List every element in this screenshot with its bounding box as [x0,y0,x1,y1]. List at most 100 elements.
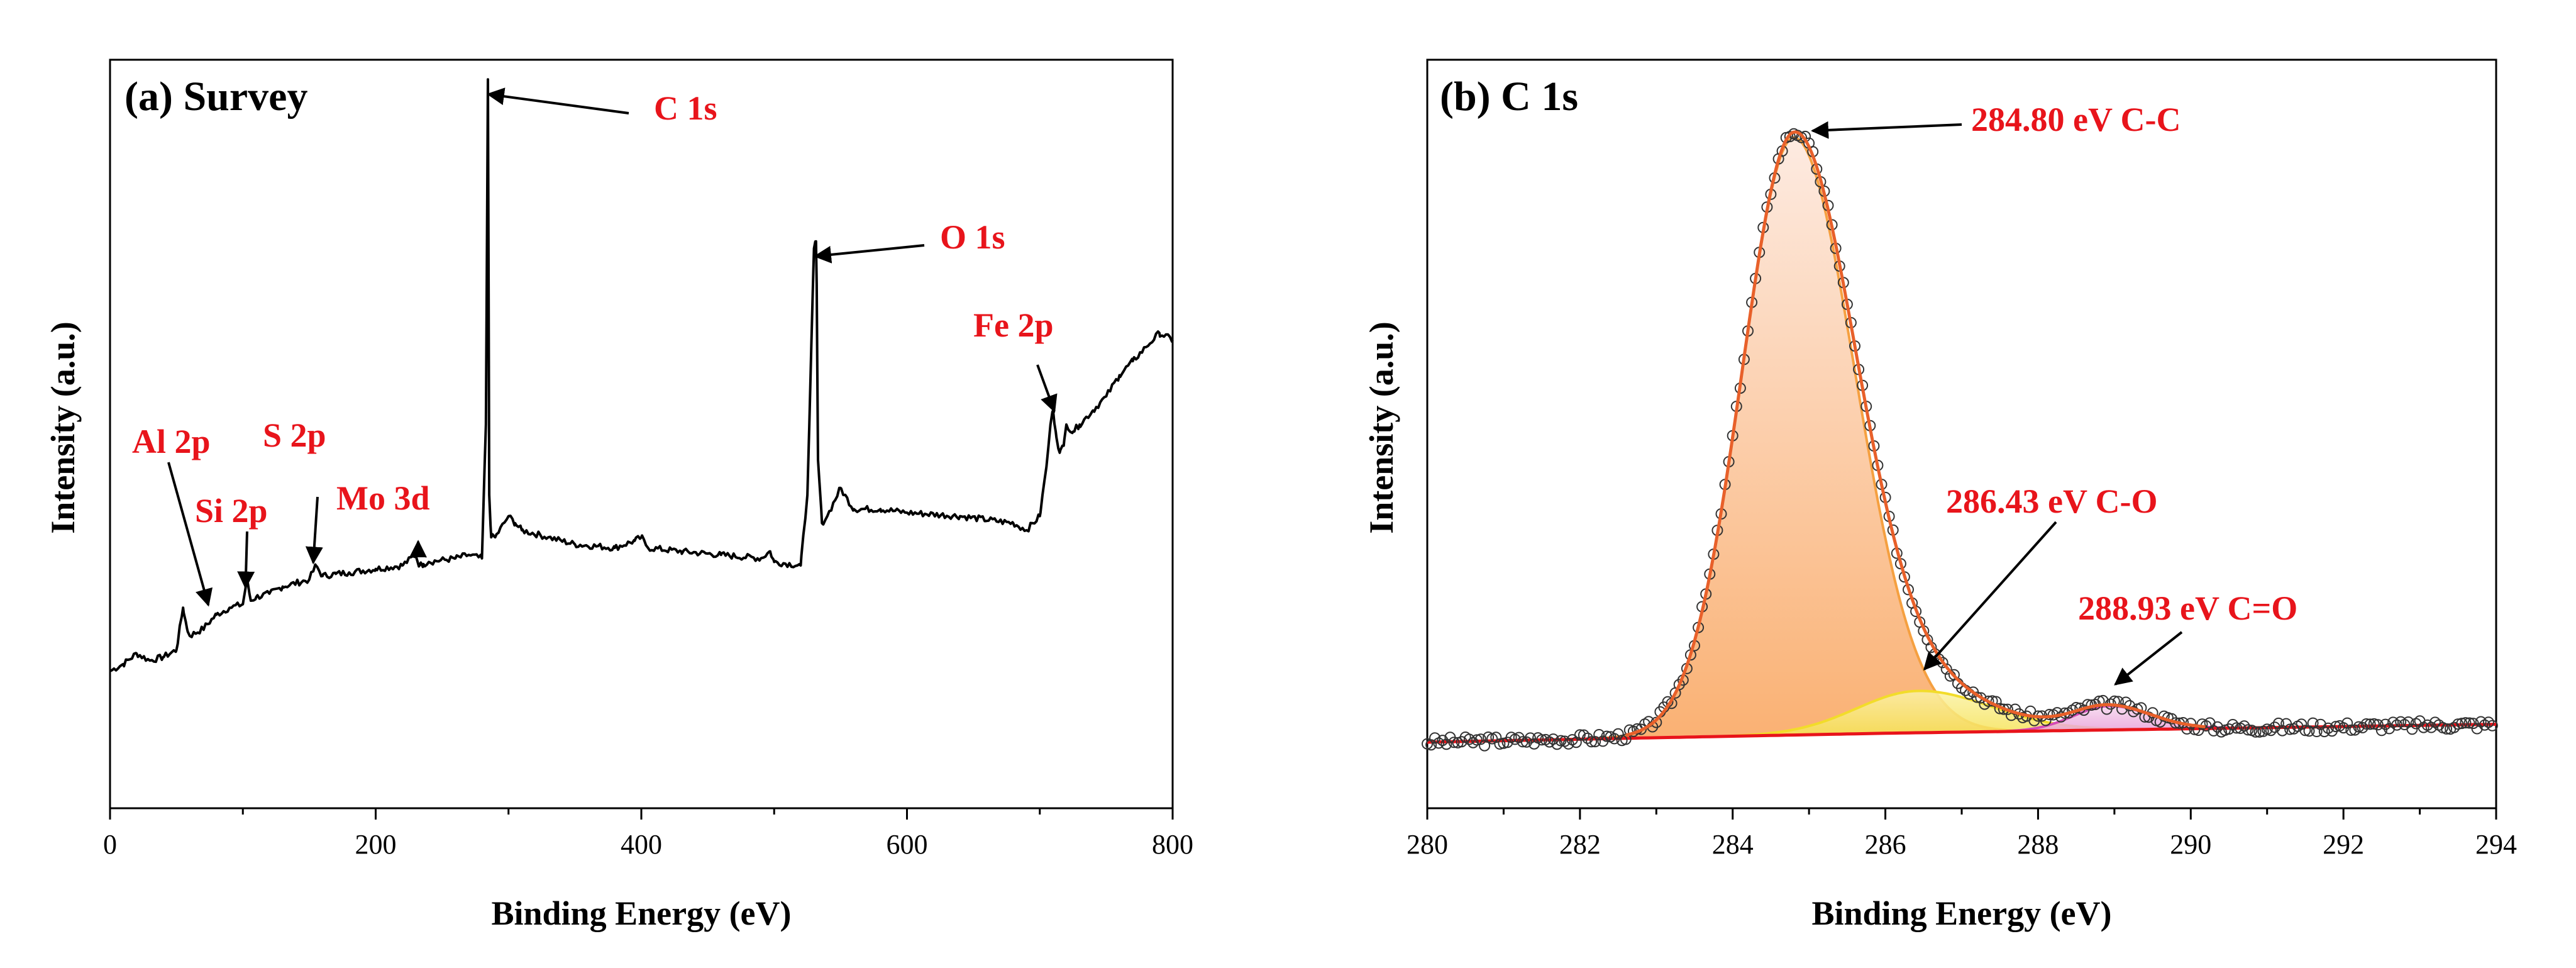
c1s-title: (b) C 1s [1440,74,1578,120]
survey-peak-label: Al 2p [132,423,211,460]
c1s-data-point [1437,735,1449,747]
survey-x-tick-label: 800 [1152,829,1193,860]
c1s-data-point [2231,722,2243,734]
c1s-data-point [1475,733,1486,745]
c1s-panel: (b) C 1s Binding Energy (eV) Intensity (… [1363,58,2517,932]
c1s-data-point [1520,736,1532,748]
c1s-data-point [2284,723,2296,735]
c1s-data-point [1586,736,1598,748]
c1s-measured-points [1422,128,2498,752]
c1s-data-point [1975,692,1987,704]
c1s-data-point [2360,718,2372,730]
survey-peak-arrow [486,87,629,114]
c1s-peak-label: 288.93 eV C=O [2078,589,2297,627]
c1s-envelope-fit [1625,130,2206,737]
c1s-data-point [2082,699,2094,711]
c1s-data-point [2322,722,2334,734]
survey-peak-label: S 2p [263,416,326,454]
c1s-data-point [2280,718,2292,730]
survey-x-tick-label: 200 [355,829,397,860]
survey-title: (a) Survey [124,74,307,120]
c1s-data-point [2402,716,2414,728]
c1s-peak-arrow [1811,121,1962,139]
c1s-data-point [1982,695,1994,707]
c1s-data-point [2341,717,2353,729]
c1s-component-co-fill [1483,691,2353,742]
c1s-data-point [2253,726,2265,738]
c1s-data-point [2070,702,2082,713]
c1s-data-point [2265,725,2277,737]
c1s-data-point [1555,735,1567,747]
c1s-data-point [2116,703,2128,715]
c1s-data-point [2208,725,2219,737]
c1s-peak-arrow [1923,521,2057,671]
c1s-data-point [2429,716,2441,728]
c1s-data-point [1425,739,1437,751]
c1s-annotations: 284.80 eV C-C 286.43 eV C-O 288.93 eV C=O [1811,101,2297,686]
c1s-data-point [2330,721,2341,733]
c1s-data-point [1601,730,1613,742]
c1s-x-ticks: 280 282 284 286 288 290 292 294 [1407,808,2517,860]
c1s-data-point [2311,726,2323,737]
c1s-data-point [2277,725,2288,737]
c1s-peak-label: 284.80 eV C-C [1971,101,2181,138]
c1s-data-point [1551,738,1563,750]
c1s-x-axis-label: Binding Energy (eV) [1811,894,2111,932]
c1s-data-point [1463,733,1475,745]
c1s-data-point [1593,729,1605,740]
c1s-data-point [1578,729,1589,741]
c1s-x-tick-label: 286 [1865,829,1906,860]
c1s-data-point [1574,729,1586,741]
c1s-x-tick-label: 284 [1712,829,1754,860]
c1s-data-point [2375,725,2387,737]
c1s-data-point [2357,721,2369,733]
c1s-data-point [2460,717,2472,729]
survey-x-tick-label: 600 [887,829,928,860]
c1s-data-point [2299,725,2311,737]
c1s-data-point [2372,719,2384,731]
c1s-x-tick-label: 294 [2475,829,2517,860]
c1s-data-point [1562,738,1574,750]
survey-peak-arrow [813,244,925,264]
c1s-data-point [2482,716,2494,728]
c1s-data-point [1494,738,1506,750]
c1s-data-point [2242,724,2254,736]
c1s-data-point [1490,732,1502,743]
c1s-data-point [2296,718,2308,730]
c1s-data-point [2349,724,2361,736]
c1s-x-tick-label: 280 [1407,829,1448,860]
c1s-peak-arrow [2114,631,2183,686]
c1s-peak-label: 286.43 eV C-O [1946,482,2157,520]
c1s-x-tick-label: 292 [2323,829,2364,860]
c1s-data-point [2456,718,2468,730]
c1s-data-point [2318,726,2330,738]
c1s-data-point [2364,718,2376,730]
survey-annotations: C 1s O 1s Fe 2p Al 2p Si 2p S 2p Mo 3d [132,87,1058,607]
c1s-data-point [1536,734,1548,746]
c1s-data-point [2269,721,2280,733]
c1s-component-cc-fill [1427,137,2160,743]
survey-y-axis-label: Intensity (a.u.) [44,321,82,534]
survey-x-axis-label: Binding Energy (eV) [491,894,791,932]
c1s-data-point [2452,718,2464,730]
c1s-component-ceo-fill [1857,706,2362,734]
c1s-data-point [2475,716,2487,728]
c1s-data-point [2345,724,2357,736]
survey-x-tick-label: 0 [103,829,117,860]
c1s-data-point [1612,728,1624,740]
survey-peak-label: C 1s [654,89,717,127]
survey-spectrum-line [109,78,1174,672]
c1s-data-point [1582,732,1593,744]
c1s-data-point [2463,717,2475,729]
c1s-data-point [2391,719,2403,731]
c1s-x-tick-label: 288 [2017,829,2059,860]
survey-x-tick-label: 400 [621,829,662,860]
c1s-x-tick-label: 290 [2170,829,2211,860]
survey-peak-label: O 1s [940,218,1005,256]
c1s-y-axis-label: Intensity (a.u.) [1363,321,1400,534]
survey-peak-arrow [167,462,213,607]
survey-panel: (a) Survey Binding Energy (eV) Intensity… [44,58,1193,932]
c1s-data-point [1589,736,1601,748]
c1s-data-point [2406,723,2418,735]
